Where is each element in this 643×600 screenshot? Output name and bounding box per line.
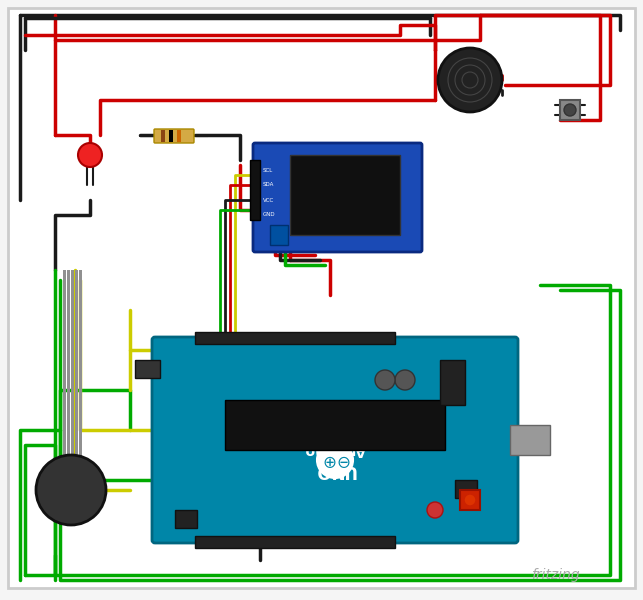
Bar [250, 160, 260, 220]
Bar [290, 155, 400, 235]
Text: Arduino: Arduino [304, 443, 366, 457]
Bar [63, 270, 66, 470]
Bar [79, 270, 82, 470]
Text: ⊖: ⊖ [335, 451, 349, 469]
Bar [75, 270, 78, 470]
Text: GND: GND [263, 212, 276, 217]
Circle shape [438, 48, 502, 112]
Circle shape [36, 455, 106, 525]
Circle shape [395, 370, 415, 390]
Circle shape [317, 442, 353, 478]
Text: UNO: UNO [314, 461, 356, 479]
Bar [71, 270, 74, 470]
Bar [270, 225, 288, 245]
Text: fritzing: fritzing [531, 568, 580, 582]
Bar [560, 100, 580, 120]
Bar [67, 270, 70, 470]
Text: VCC: VCC [263, 197, 275, 202]
Circle shape [564, 104, 576, 116]
Bar [440, 360, 465, 405]
Bar [195, 536, 395, 548]
Bar [195, 332, 395, 344]
Circle shape [464, 494, 476, 506]
Bar [177, 130, 181, 142]
Bar [161, 130, 165, 142]
Bar [135, 360, 160, 378]
Bar [175, 510, 197, 528]
Circle shape [427, 502, 443, 518]
Bar [169, 130, 173, 142]
FancyBboxPatch shape [154, 129, 194, 143]
Text: SCL: SCL [263, 167, 273, 173]
Circle shape [78, 143, 102, 167]
Bar [225, 400, 445, 450]
Text: ⊕: ⊕ [321, 451, 335, 469]
Bar [455, 480, 477, 498]
Circle shape [375, 370, 395, 390]
FancyBboxPatch shape [152, 337, 518, 543]
Bar [510, 425, 550, 455]
FancyBboxPatch shape [253, 143, 422, 252]
Text: SDA: SDA [263, 182, 275, 187]
Bar [460, 490, 480, 510]
Bar [185, 130, 189, 142]
